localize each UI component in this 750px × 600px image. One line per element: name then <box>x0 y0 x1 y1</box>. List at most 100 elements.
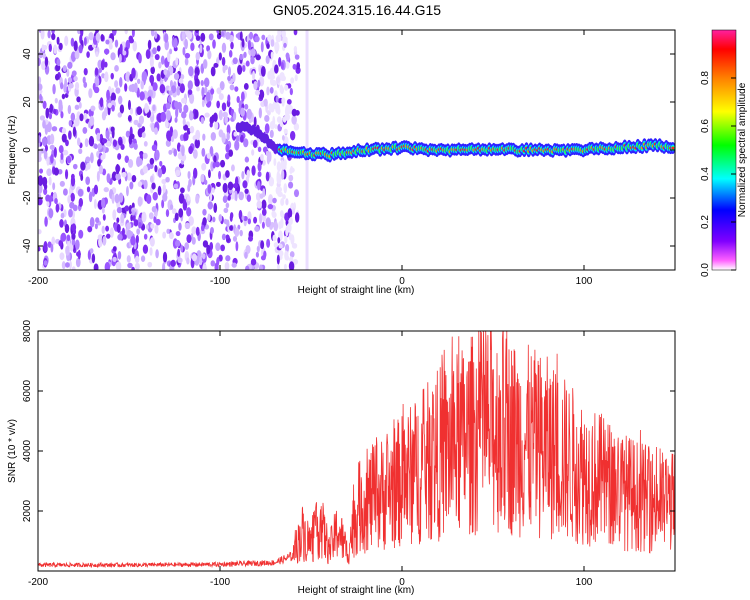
heatmap-cell <box>216 100 220 109</box>
heatmap-cell <box>186 195 191 202</box>
heatmap-cell <box>274 124 278 130</box>
heatmap-cell <box>74 82 80 90</box>
heatmap-cell <box>265 217 271 228</box>
heatmap-cell <box>243 51 247 58</box>
heatmap-cell <box>128 135 133 145</box>
heatmap-cell <box>276 264 280 270</box>
heatmap-cell <box>56 58 61 67</box>
heatmap-cell <box>284 250 289 261</box>
heatmap-cell <box>133 119 139 126</box>
heatmap-cell <box>116 217 120 223</box>
heatmap-cell <box>191 236 196 245</box>
heatmap-cell <box>209 146 214 157</box>
heatmap-cell <box>273 242 279 248</box>
heatmap-cell <box>70 175 76 187</box>
heatmap-cell <box>222 182 228 194</box>
heatmap-cell <box>132 215 136 222</box>
heatmap-cell <box>239 229 243 237</box>
heatmap-cell <box>283 42 287 48</box>
heatmap-cell <box>229 84 235 91</box>
heatmap-cell <box>58 99 63 108</box>
heatmap-cell <box>61 133 67 143</box>
heatmap-cell <box>243 138 249 148</box>
heatmap-cell <box>274 64 279 74</box>
heatmap-cell <box>221 132 226 144</box>
heatmap-cell <box>158 61 162 69</box>
heatmap-cell <box>210 88 215 95</box>
heatmap-cell <box>120 144 125 151</box>
heatmap-cell <box>87 250 91 261</box>
heatmap-cell <box>95 32 101 42</box>
heatmap-cell <box>213 202 218 213</box>
heatmap-cell <box>91 253 96 264</box>
heatmap-cell <box>284 84 289 91</box>
heatmap-cell <box>112 246 117 252</box>
heatmap-cell <box>171 208 177 215</box>
heatmap-cell <box>266 238 271 248</box>
colorbar-tick-label: 0.2 <box>700 215 711 229</box>
heatmap-cell <box>149 175 154 183</box>
heatmap-cell <box>40 30 45 40</box>
heatmap-cell <box>267 70 272 80</box>
colorbar-ticks: 0.0 0.2 0.4 0.6 0.8 <box>700 71 736 277</box>
heatmap-cell <box>101 111 107 121</box>
heatmap-cell <box>71 266 76 270</box>
heatmap-cell <box>253 116 257 127</box>
heatmap-cell <box>174 100 179 109</box>
heatmap-cell <box>52 83 56 95</box>
heatmap-cell <box>149 56 154 68</box>
heatmap-cell <box>182 46 186 56</box>
heatmap-cell <box>201 163 207 171</box>
heatmap-cell <box>283 128 288 134</box>
spectrogram-x-axis-label: Height of straight line (km) <box>298 285 415 296</box>
heatmap-cell <box>120 213 125 224</box>
heatmap-cell <box>88 88 93 99</box>
heatmap-cell <box>66 234 71 242</box>
spectrogram-noise <box>38 30 309 270</box>
heatmap-cell <box>97 234 104 241</box>
heatmap-cell <box>188 66 194 77</box>
heatmap-cell <box>157 185 162 196</box>
heatmap-cell <box>284 235 288 244</box>
heatmap-cell <box>247 40 252 51</box>
heatmap-cell <box>84 138 89 148</box>
heatmap-cell <box>234 227 239 238</box>
heatmap-cell <box>149 157 155 165</box>
heatmap-cell <box>286 223 292 233</box>
heatmap-cell <box>207 184 212 194</box>
heatmap-cell <box>218 109 223 121</box>
heatmap-cell <box>227 94 231 103</box>
heatmap-cell <box>183 198 187 209</box>
heatmap-cell <box>174 212 179 222</box>
heatmap-cell <box>83 67 88 76</box>
heatmap-cell <box>154 31 158 39</box>
heatmap-cell <box>281 98 285 107</box>
heatmap-cell <box>111 104 115 112</box>
heatmap-cell <box>51 236 56 246</box>
heatmap-cell <box>50 243 54 253</box>
heatmap-cell <box>156 45 161 52</box>
heatmap-cell <box>250 56 255 65</box>
heatmap-cell <box>280 198 285 206</box>
heatmap-cell <box>61 261 66 270</box>
heatmap-cell <box>280 62 284 70</box>
heatmap-cell <box>67 195 71 204</box>
heatmap-cell <box>119 104 125 114</box>
heatmap-cell <box>80 161 86 171</box>
heatmap-cell <box>281 169 285 180</box>
heatmap-cell <box>268 151 272 162</box>
heatmap-cell <box>241 170 245 180</box>
heatmap-cell <box>102 236 107 246</box>
heatmap-cell <box>162 262 166 270</box>
heatmap-cell <box>240 134 244 143</box>
heatmap-cell <box>291 108 297 117</box>
snr-y-axis-label: SNR (10 * v/v) <box>7 419 18 483</box>
heatmap-cell <box>152 82 158 92</box>
heatmap-cell <box>231 262 237 268</box>
heatmap-cell <box>194 138 200 149</box>
heatmap-cell <box>79 113 84 122</box>
heatmap-cell <box>151 206 157 213</box>
heatmap-cell <box>209 116 215 124</box>
heatmap-cell <box>105 140 112 147</box>
heatmap-cell <box>102 214 106 221</box>
